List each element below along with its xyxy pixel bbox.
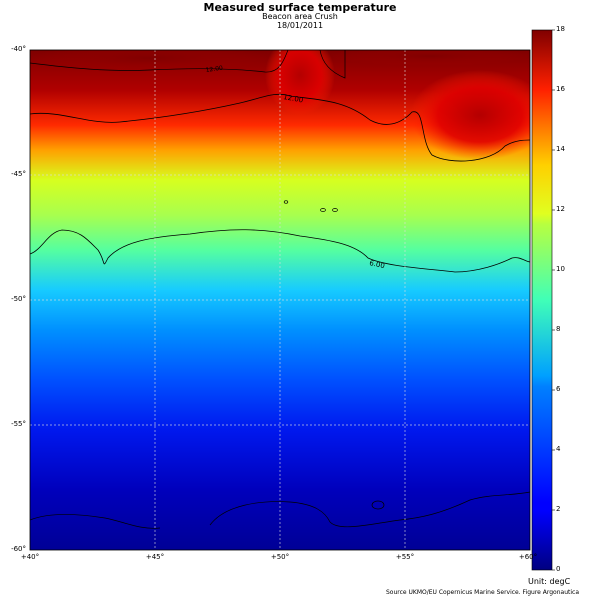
colorbar-tick-12: 12 bbox=[556, 205, 565, 213]
lon-label-60: +60° bbox=[518, 553, 538, 561]
contour-12-east bbox=[319, 50, 346, 79]
colorbar-tick-16: 16 bbox=[556, 85, 565, 93]
colorbar-tick-2: 2 bbox=[556, 505, 561, 513]
lon-label-40: +40° bbox=[20, 553, 40, 561]
unit-label: Unit: degC bbox=[528, 577, 571, 586]
contour-south-1 bbox=[30, 514, 161, 529]
lon-label-50: +50° bbox=[270, 553, 290, 561]
map-date: 18/01/2011 bbox=[276, 21, 324, 30]
warm-anomaly-east bbox=[410, 70, 530, 160]
contour-label-12: 12.00 bbox=[283, 93, 304, 104]
contour-12 bbox=[30, 93, 530, 162]
warm-core-northeast bbox=[330, 50, 530, 66]
lat-label-50: -50° bbox=[11, 295, 26, 303]
colorbar-tick-8: 8 bbox=[556, 325, 561, 333]
map-frame bbox=[29, 49, 531, 551]
map-subtitle: Beacon area Crush bbox=[262, 12, 338, 21]
map-title: Measured surface temperature bbox=[203, 1, 397, 14]
colorbar-tick-10: 10 bbox=[556, 265, 565, 273]
colorbar-tick-6: 6 bbox=[556, 385, 561, 393]
lat-label-60: -60° bbox=[11, 545, 26, 553]
lon-label-45: +45° bbox=[145, 553, 165, 561]
colorbar-tick-4: 4 bbox=[556, 445, 561, 453]
colorbar-tick-0: 0 bbox=[556, 565, 561, 573]
source-credit: Source UKMO/EU Copernicus Marine Service… bbox=[386, 589, 580, 596]
colorbar-tick-14: 14 bbox=[556, 145, 565, 153]
colorbar-tick-18: 18 bbox=[556, 25, 565, 33]
contour-label-6: 6.00 bbox=[369, 259, 386, 270]
lon-label-55: +55° bbox=[395, 553, 415, 561]
lat-label-55: -55° bbox=[11, 420, 26, 428]
warm-anomaly-center bbox=[265, 50, 335, 115]
contour-label-12-north: 12.00 bbox=[205, 65, 223, 74]
warm-core-north bbox=[30, 50, 270, 72]
contour-island-1 bbox=[283, 200, 289, 204]
colorbar bbox=[531, 29, 553, 571]
contour-6 bbox=[30, 229, 530, 273]
contour-south-2 bbox=[209, 491, 530, 528]
contour-12-north bbox=[30, 50, 289, 73]
contour-closed-loop bbox=[371, 500, 385, 510]
lat-label-45: -45° bbox=[11, 170, 26, 178]
lat-label-40: -40° bbox=[11, 45, 26, 53]
contour-island-3 bbox=[332, 208, 338, 212]
contour-island-2 bbox=[320, 208, 326, 212]
